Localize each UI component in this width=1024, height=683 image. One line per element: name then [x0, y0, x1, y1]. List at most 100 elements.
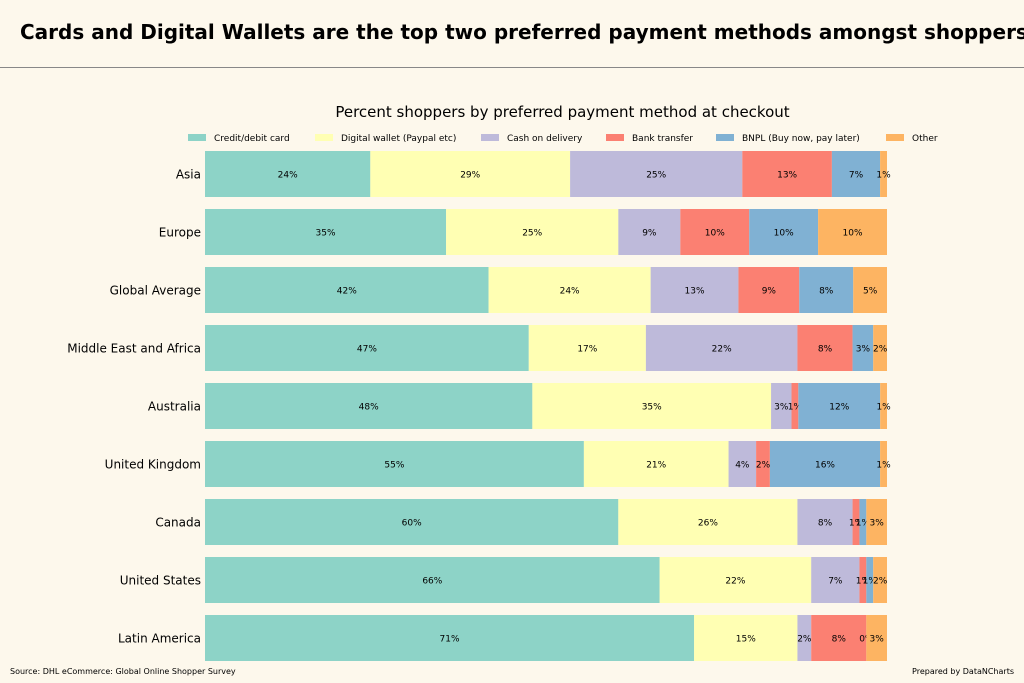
bar-canada-bnpl-buy-now-pay-later: [859, 499, 867, 545]
legend-swatch-bnpl-buy-now-pay-later: [716, 134, 734, 141]
bar-united-states-digital-wallet-paypal-etc: [659, 557, 812, 603]
bar-united-kingdom-bank-transfer: [756, 441, 770, 487]
data-label-united-kingdom-digital-wallet-paypal-etc: 21%: [646, 461, 666, 471]
data-label-middle-east-and-africa-cash-on-delivery: 22%: [712, 345, 732, 355]
bar-united-kingdom-cash-on-delivery: [728, 441, 757, 487]
bar-united-states-bank-transfer: [859, 557, 867, 603]
bar-asia-bnpl-buy-now-pay-later: [831, 151, 881, 197]
data-label-latin-america-digital-wallet-paypal-etc: 15%: [736, 635, 756, 645]
bar-asia-other: [880, 151, 887, 197]
bar-latin-america-digital-wallet-paypal-etc: [694, 615, 798, 661]
bar-europe-bnpl-buy-now-pay-later: [749, 209, 819, 255]
data-label-global-average-digital-wallet-paypal-etc: 24%: [560, 287, 580, 297]
bar-latin-america-other: [866, 615, 887, 661]
category-label-united-states: United States: [120, 574, 201, 588]
data-label-australia-digital-wallet-paypal-etc: 35%: [642, 403, 662, 413]
data-label-global-average-bank-transfer: 9%: [762, 287, 777, 297]
source-note: Source: DHL eCommerce: Global Online Sho…: [10, 667, 236, 676]
category-label-united-kingdom: United Kingdom: [105, 458, 201, 472]
data-label-europe-bnpl-buy-now-pay-later: 10%: [774, 229, 794, 239]
data-label-middle-east-and-africa-bank-transfer: 8%: [818, 345, 833, 355]
bar-united-states-other: [873, 557, 887, 603]
y-axis-labels: Asia Europe Global Average Middle East and …: [67, 168, 201, 646]
category-label-latin-america: Latin America: [118, 632, 201, 646]
bar-global-average-bank-transfer: [738, 267, 800, 313]
data-label-asia-bnpl-buy-now-pay-later: 7%: [849, 171, 864, 181]
legend: Credit/debit card Digital wallet (Paypal …: [188, 134, 938, 144]
data-label-australia-bnpl-buy-now-pay-later: 12%: [829, 403, 849, 413]
bar-global-average-digital-wallet-paypal-etc: [488, 267, 651, 313]
bar-europe-credit-debit-card: [205, 209, 447, 255]
data-label-canada-bnpl-buy-now-pay-later: 1%: [856, 519, 871, 529]
data-label-asia-cash-on-delivery: 25%: [646, 171, 666, 181]
bar-global-average-other: [853, 267, 887, 313]
header-divider: [0, 67, 1024, 68]
bar-middle-east-and-africa-credit-debit-card: [205, 325, 529, 371]
bar-europe-cash-on-delivery: [618, 209, 681, 255]
bar-middle-east-and-africa-digital-wallet-paypal-etc: [528, 325, 646, 371]
category-label-asia: Asia: [176, 168, 201, 182]
data-label-latin-america-other: 3%: [870, 635, 885, 645]
legend-swatch-digital-wallet-paypal-etc: [315, 134, 333, 141]
data-label-europe-bank-transfer: 10%: [705, 229, 725, 239]
bar-latin-america-cash-on-delivery: [797, 615, 812, 661]
bar-united-states-bnpl-buy-now-pay-later: [866, 557, 874, 603]
data-label-canada-digital-wallet-paypal-etc: 26%: [698, 519, 718, 529]
bar-united-states-credit-debit-card: [205, 557, 660, 603]
bar-united-kingdom-bnpl-buy-now-pay-later: [769, 441, 881, 487]
bar-europe-other: [818, 209, 887, 255]
data-label-united-kingdom-cash-on-delivery: 4%: [735, 461, 750, 471]
data-label-middle-east-and-africa-digital-wallet-paypal-etc: 17%: [577, 345, 597, 355]
legend-label-bnpl-buy-now-pay-later: BNPL (Buy now, pay later): [742, 134, 860, 144]
data-label-united-states-credit-debit-card: 66%: [422, 577, 442, 587]
bar-latin-america-credit-debit-card: [205, 615, 695, 661]
data-label-latin-america-credit-debit-card: 71%: [440, 635, 460, 645]
data-label-europe-credit-debit-card: 35%: [316, 229, 336, 239]
chart-title: Percent shoppers by preferred payment me…: [335, 103, 790, 121]
bar-australia-bank-transfer: [791, 383, 799, 429]
bar-australia-credit-debit-card: [205, 383, 533, 429]
headline: Cards and Digital Wallets are the top tw…: [20, 20, 1024, 44]
legend-label-digital-wallet-paypal-etc: Digital wallet (Paypal etc): [341, 134, 456, 144]
bar-canada-cash-on-delivery: [797, 499, 853, 545]
legend-swatch-cash-on-delivery: [481, 134, 499, 141]
bar-australia-other: [880, 383, 887, 429]
bar-canada-credit-debit-card: [205, 499, 619, 545]
data-label-asia-other: 1%: [876, 171, 891, 181]
bar-united-kingdom-credit-debit-card: [205, 441, 584, 487]
data-label-europe-digital-wallet-paypal-etc: 25%: [522, 229, 542, 239]
bar-canada-other: [866, 499, 887, 545]
data-label-united-kingdom-credit-debit-card: 55%: [384, 461, 404, 471]
data-label-global-average-bnpl-buy-now-pay-later: 8%: [819, 287, 834, 297]
legend-swatch-credit-debit-card: [188, 134, 206, 141]
bar-canada-bank-transfer: [852, 499, 860, 545]
data-label-europe-other: 10%: [843, 229, 863, 239]
category-label-global-average: Global Average: [110, 284, 201, 298]
data-label-united-kingdom-bnpl-buy-now-pay-later: 16%: [815, 461, 835, 471]
bar-asia-credit-debit-card: [205, 151, 371, 197]
bar-australia-bnpl-buy-now-pay-later: [798, 383, 881, 429]
bar-united-states-cash-on-delivery: [811, 557, 860, 603]
legend-label-bank-transfer: Bank transfer: [632, 134, 693, 144]
category-label-europe: Europe: [159, 226, 201, 240]
data-label-middle-east-and-africa-bnpl-buy-now-pay-later: 3%: [856, 345, 871, 355]
bar-australia-digital-wallet-paypal-etc: [532, 383, 772, 429]
legend-swatch-other: [886, 134, 904, 141]
bar-middle-east-and-africa-cash-on-delivery: [645, 325, 798, 371]
data-label-australia-credit-debit-card: 48%: [359, 403, 379, 413]
data-label-united-states-bnpl-buy-now-pay-later: 1%: [863, 577, 878, 587]
data-label-united-states-cash-on-delivery: 7%: [828, 577, 843, 587]
data-label-united-kingdom-other: 1%: [876, 461, 891, 471]
bar-global-average-bnpl-buy-now-pay-later: [799, 267, 854, 313]
bar-global-average-credit-debit-card: [205, 267, 489, 313]
data-label-australia-other: 1%: [876, 403, 891, 413]
bar-latin-america-bank-transfer: [811, 615, 867, 661]
data-label-asia-digital-wallet-paypal-etc: 29%: [460, 171, 480, 181]
data-label-latin-america-cash-on-delivery: 2%: [797, 635, 812, 645]
data-label-global-average-credit-debit-card: 42%: [337, 287, 357, 297]
bar-asia-digital-wallet-paypal-etc: [370, 151, 571, 197]
bar-global-average-cash-on-delivery: [650, 267, 739, 313]
bar-united-kingdom-other: [880, 441, 887, 487]
data-label-united-states-bank-transfer: 1%: [856, 577, 871, 587]
